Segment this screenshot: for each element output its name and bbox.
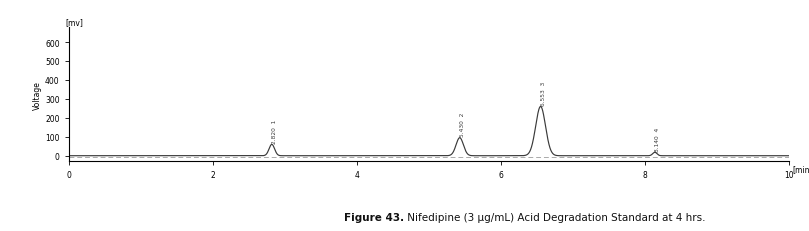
Text: [min]: [min]	[792, 164, 809, 173]
Text: [mv]: [mv]	[66, 18, 83, 27]
Text: Nifedipine (3 μg/mL) Acid Degradation Standard at 4 hrs.: Nifedipine (3 μg/mL) Acid Degradation St…	[404, 212, 706, 222]
Text: 2.820  1: 2.820 1	[272, 119, 277, 143]
Text: Figure 43.: Figure 43.	[345, 212, 404, 222]
Text: 8.140  4: 8.140 4	[655, 127, 660, 151]
Y-axis label: Voltage: Voltage	[33, 80, 42, 109]
Text: 6.553  3: 6.553 3	[541, 81, 546, 106]
Text: 5.430  2: 5.430 2	[460, 112, 465, 137]
